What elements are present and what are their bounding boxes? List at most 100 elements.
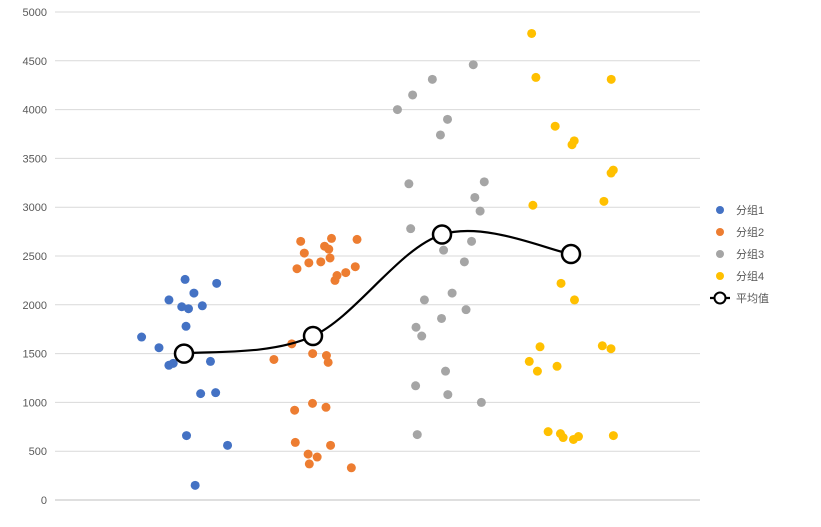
scatter-point (598, 341, 607, 350)
scatter-point (291, 438, 300, 447)
scatter-point (599, 197, 608, 206)
scatter-point (313, 453, 322, 462)
scatter-point (326, 441, 335, 450)
y-tick-label: 0 (41, 495, 47, 507)
scatter-point (609, 431, 618, 440)
y-tick-label: 3000 (23, 202, 47, 214)
scatter-point (327, 234, 336, 243)
y-tick-label: 500 (29, 446, 47, 458)
scatter-point (198, 301, 207, 310)
legend-swatch (716, 228, 724, 236)
scatter-point (341, 268, 350, 277)
scatter-point (441, 367, 450, 376)
y-tick-label: 1000 (23, 397, 47, 409)
scatter-point (470, 193, 479, 202)
scatter-point (480, 177, 489, 186)
legend-swatch (716, 206, 724, 214)
scatter-point (574, 432, 583, 441)
mean-marker (304, 327, 322, 345)
scatter-point (467, 237, 476, 246)
scatter-point (182, 322, 191, 331)
scatter-point (206, 357, 215, 366)
scatter-point (393, 105, 402, 114)
scatter-point (536, 342, 545, 351)
legend-label: 分组2 (736, 225, 764, 239)
y-tick-label: 4500 (23, 56, 47, 68)
scatter-point (570, 295, 579, 304)
scatter-point (570, 136, 579, 145)
scatter-point (606, 344, 615, 353)
scatter-point (322, 351, 331, 360)
scatter-point (439, 246, 448, 255)
scatter-point (609, 166, 618, 175)
y-tick-label: 3500 (23, 153, 47, 165)
scatter-point (292, 264, 301, 273)
scatter-point (269, 355, 278, 364)
mean-marker (562, 245, 580, 263)
y-tick-label: 1500 (23, 349, 47, 361)
legend-label: 分组4 (736, 269, 764, 283)
scatter-point (137, 333, 146, 342)
mean-marker (433, 226, 451, 244)
scatter-point (212, 279, 221, 288)
scatter-point (462, 305, 471, 314)
scatter-point (420, 295, 429, 304)
scatter-point (321, 403, 330, 412)
scatter-point (406, 224, 415, 233)
scatter-point (544, 427, 553, 436)
scatter-point (476, 207, 485, 216)
legend-swatch (716, 272, 724, 280)
scatter-point (412, 323, 421, 332)
scatter-point (528, 201, 537, 210)
scatter-point (428, 75, 437, 84)
scatter-point (413, 430, 422, 439)
scatter-point (177, 302, 186, 311)
scatter-point (181, 275, 190, 284)
legend-swatch (716, 250, 724, 258)
y-tick-label: 2000 (23, 300, 47, 312)
scatter-point (533, 367, 542, 376)
legend-label: 分组1 (736, 203, 764, 217)
scatter-point (316, 257, 325, 266)
scatter-point (527, 29, 536, 38)
scatter-point (411, 381, 420, 390)
chart-container: 0500100015002000250030003500400045005000… (0, 0, 821, 527)
scatter-point (557, 279, 566, 288)
series-g4 (525, 29, 618, 444)
scatter-point (308, 399, 317, 408)
scatter-point (477, 398, 486, 407)
scatter-point (551, 122, 560, 131)
scatter-point (304, 258, 313, 267)
scatter-point (448, 289, 457, 298)
scatter-point (443, 390, 452, 399)
scatter-point (556, 429, 565, 438)
scatter-point (408, 90, 417, 99)
scatter-point (290, 406, 299, 415)
scatter-point (189, 289, 198, 298)
scatter-point (191, 481, 200, 490)
scatter-point (154, 343, 163, 352)
legend-label: 平均值 (736, 292, 769, 305)
legend-label: 分组3 (736, 247, 764, 261)
scatter-point (469, 60, 478, 69)
scatter-point (443, 115, 452, 124)
mean-line (184, 231, 571, 354)
mean-marker (175, 345, 193, 363)
chart-svg: 0500100015002000250030003500400045005000… (0, 0, 821, 527)
scatter-point (437, 314, 446, 323)
scatter-point (460, 257, 469, 266)
scatter-point (164, 295, 173, 304)
scatter-point (223, 441, 232, 450)
scatter-point (333, 271, 342, 280)
scatter-point (320, 242, 329, 251)
scatter-point (182, 431, 191, 440)
legend: 分组1 分组2 分组3 分组4 平均值 (710, 203, 769, 305)
scatter-point (531, 73, 540, 82)
scatter-point (553, 362, 562, 371)
scatter-point (196, 389, 205, 398)
scatter-point (436, 130, 445, 139)
scatter-point (404, 179, 413, 188)
scatter-point (304, 450, 313, 459)
y-tick-label: 2500 (23, 251, 47, 263)
scatter-point (347, 463, 356, 472)
